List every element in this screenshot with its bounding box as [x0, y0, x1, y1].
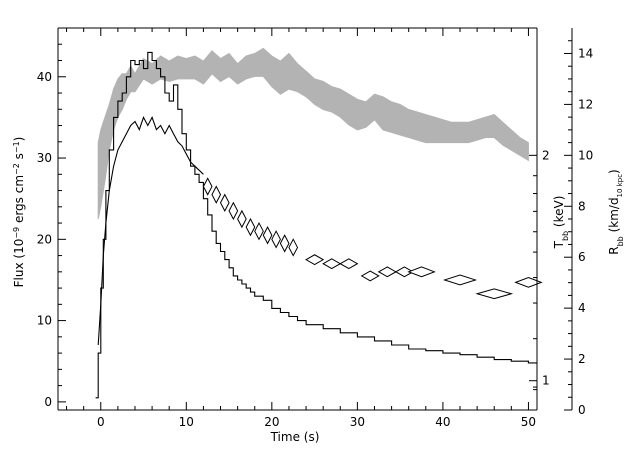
y-mid-axis-label: Tbb (keV) [552, 196, 570, 250]
temperature-point [442, 274, 478, 286]
radius-band [97, 47, 529, 220]
temperature-point [219, 193, 230, 212]
y-left-axis-label: Flux (10−9 ergs cm−2 s−1) [12, 137, 27, 288]
radius-tick-label: 8 [578, 199, 586, 213]
temperature-point [262, 226, 273, 245]
y-right-axis-label: Rbb (km/d10 kpc) [607, 169, 625, 254]
radius-tick-label: 2 [578, 352, 586, 366]
flux-curve [95, 51, 537, 399]
temperature-point [305, 254, 325, 266]
temperature-point [322, 258, 342, 270]
temperature-curve [97, 116, 204, 346]
temperature-point [254, 221, 264, 241]
y-left-tick-label: 40 [37, 70, 52, 84]
radius-tick-label: 14 [578, 46, 593, 60]
y-left-tick-label: 10 [37, 314, 52, 328]
temperature-tick-label: 2 [542, 148, 550, 162]
temperature-point [475, 288, 514, 300]
radius-tick-label: 6 [578, 250, 586, 264]
temperature-point [202, 177, 213, 196]
radius-tick-label: 12 [578, 97, 593, 111]
temperature-point [279, 234, 290, 253]
temperature-layer [97, 116, 543, 346]
temperature-point [514, 276, 543, 288]
radius-band-layer [97, 47, 529, 220]
temperature-tick-label: 1 [542, 374, 550, 388]
temperature-point [245, 217, 256, 237]
y-left-tick-label: 0 [44, 395, 52, 409]
temperature-point [228, 201, 239, 221]
radius-tick-label: 10 [578, 148, 593, 162]
temperature-point [377, 266, 397, 278]
x-tick-label: 40 [435, 415, 450, 429]
x-tick-label: 50 [521, 415, 536, 429]
y-left-tick-label: 30 [37, 151, 52, 165]
temperature-point [360, 270, 380, 282]
temperature-point [407, 266, 436, 278]
x-tick-label: 30 [350, 415, 365, 429]
temperature-point [211, 185, 222, 204]
radius-tick-label: 4 [578, 301, 586, 315]
labels-layer: Time (s) Flux (10−9 ergs cm−2 s−1) Tbb (… [12, 137, 625, 444]
temperature-point [288, 238, 299, 257]
x-tick-label: 0 [97, 415, 105, 429]
y-left-tick-label: 20 [37, 232, 52, 246]
x-tick-label: 10 [179, 415, 194, 429]
x-tick-label: 20 [264, 415, 279, 429]
temperature-point [271, 230, 281, 249]
flux-layer [95, 51, 537, 399]
temperature-point [237, 209, 247, 229]
radius-tick-label: 0 [578, 403, 586, 417]
temperature-point [339, 258, 359, 270]
x-axis-label: Time (s) [270, 430, 320, 444]
